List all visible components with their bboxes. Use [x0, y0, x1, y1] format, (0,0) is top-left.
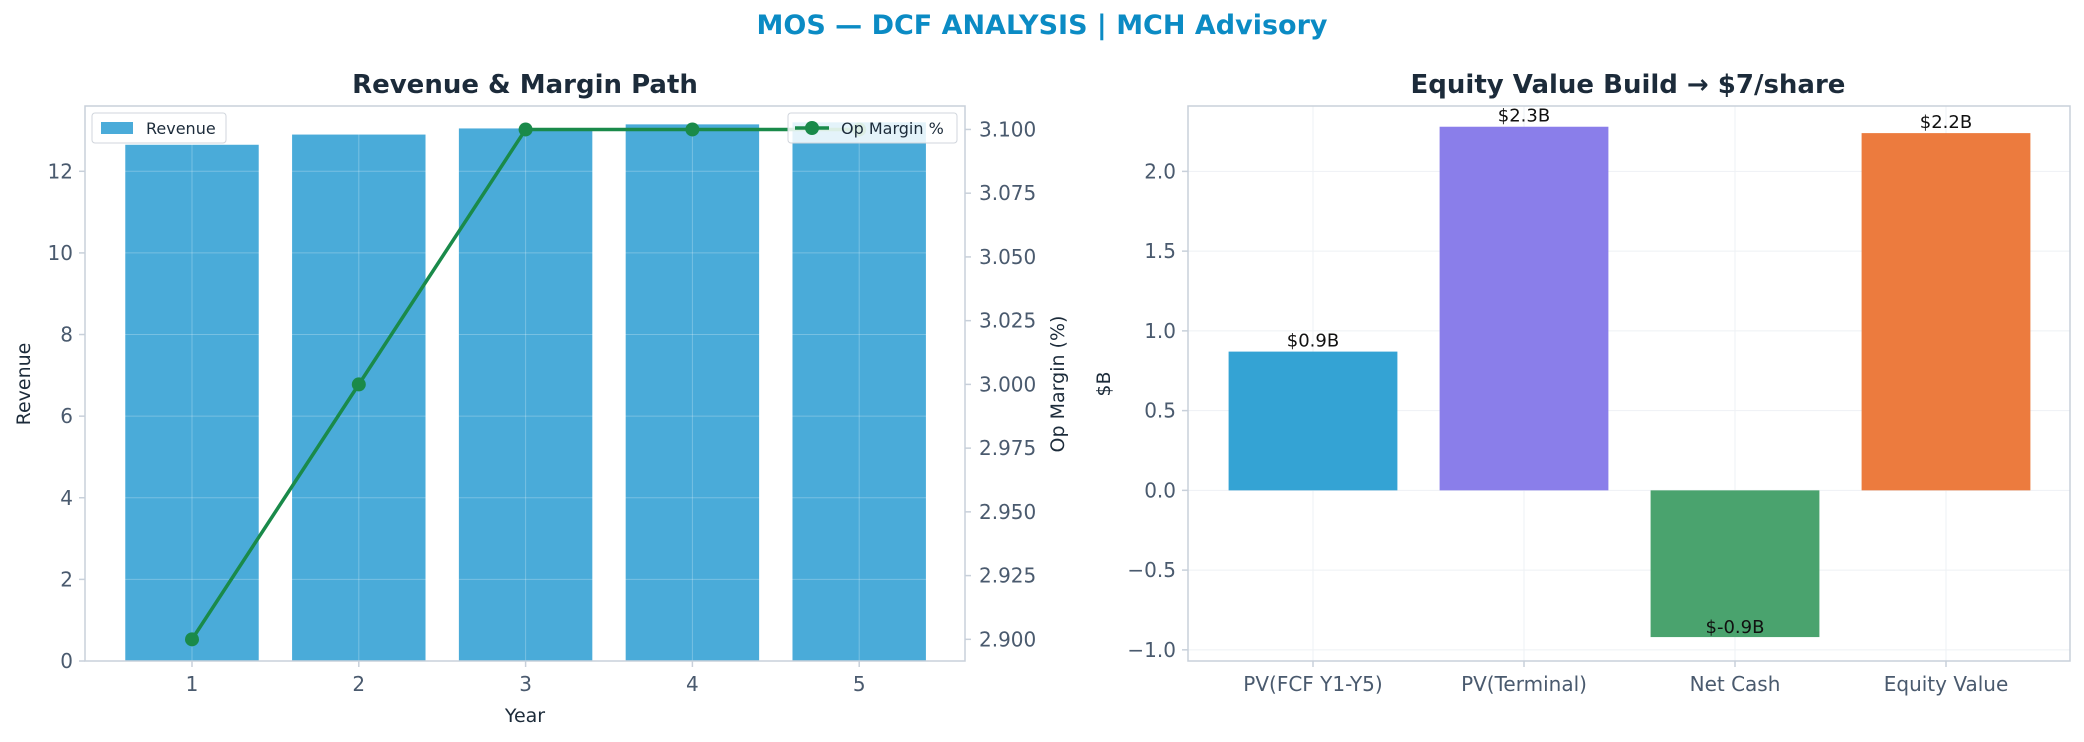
- revenue-legend-label: Revenue: [146, 119, 216, 138]
- equity-tick-label: 0.0: [1144, 478, 1176, 502]
- equity-data-label: $2.3B: [1498, 106, 1550, 127]
- equity-data-label: $0.9B: [1287, 331, 1339, 352]
- equity-tick-label: 1.5: [1144, 239, 1176, 263]
- revenue-legend-swatch: [101, 122, 133, 134]
- equity-data-label: $-0.9B: [1706, 617, 1765, 638]
- revenue-bar: [792, 122, 926, 661]
- revenue-y-axis-label: Revenue: [13, 343, 35, 426]
- revenue-bars: [85, 106, 965, 662]
- op-margin-legend: Op Margin %: [787, 112, 958, 144]
- revenue-tick-label: 8: [60, 323, 73, 347]
- equity-build-chart: Equity Value Build → $7/share $0.9B $2.3B…: [1093, 70, 2071, 696]
- equity-x-tick-label: Equity Value: [1884, 672, 2009, 696]
- revenue-bar: [625, 124, 760, 662]
- op-margin-tick-label: 2.925: [979, 564, 1036, 588]
- equity-data-labels: $0.9B $2.3B $-0.9B $2.2B: [1287, 106, 1972, 638]
- year-tick-label: 1: [186, 672, 199, 696]
- equity-tick-label: 1.0: [1144, 319, 1176, 343]
- op-margin-tick-label: 3.000: [979, 372, 1036, 396]
- revenue-bar: [125, 144, 259, 662]
- revenue-legend-box: [91, 112, 227, 144]
- op-margin-legend-box: [787, 112, 958, 144]
- equity-tick-label: −0.5: [1127, 558, 1176, 582]
- revenue-bar: [292, 134, 426, 662]
- op-margin-point: [185, 632, 199, 647]
- year-tick-label: 2: [352, 672, 365, 696]
- equity-bar: [1228, 351, 1398, 491]
- revenue-tick-label: 2: [60, 567, 73, 591]
- op-margin-legend-label: Op Margin %: [841, 119, 944, 138]
- equity-tick-label: 0.5: [1144, 399, 1176, 423]
- revenue-tick-label: 0: [60, 649, 73, 673]
- revenue-chart-title: Revenue & Margin Path: [352, 70, 698, 100]
- revenue-y-ticks: 0 2 4 6 8 10 12: [48, 159, 85, 673]
- revenue-tick-label: 12: [48, 159, 73, 183]
- revenue-x-axis-label: Year: [504, 705, 545, 727]
- op-margin-tick-label: 2.975: [979, 436, 1036, 460]
- equity-bar: [1439, 126, 1609, 491]
- equity-bar: [1861, 133, 2031, 491]
- equity-plot-frame: [1187, 105, 2071, 662]
- equity-x-ticks: PV(FCF Y1-Y5) PV(Terminal) Net Cash Equity …: [1243, 661, 2008, 696]
- equity-x-tick-label: PV(FCF Y1-Y5): [1243, 672, 1382, 696]
- op-margin-tick-label: 3.025: [979, 309, 1036, 333]
- op-margin-legend-marker: [805, 121, 819, 135]
- equity-tick-label: 2.0: [1144, 159, 1176, 183]
- equity-x-tick-label: Net Cash: [1690, 672, 1781, 696]
- equity-bar: [1650, 490, 1820, 638]
- op-margin-y-axis-label: Op Margin (%): [1047, 316, 1069, 453]
- equity-data-label: $2.2B: [1920, 112, 1972, 133]
- year-tick-label: 5: [853, 672, 866, 696]
- op-margin-line: [185, 122, 867, 647]
- op-margin-point: [685, 122, 700, 137]
- op-margin-y-ticks: 2.900 2.925 2.950 2.975 3.000 3.025 3.050 3.075…: [965, 117, 1036, 651]
- year-tick-label: 3: [519, 672, 532, 696]
- equity-tick-label: −1.0: [1127, 638, 1176, 662]
- equity-bars: [1228, 126, 2031, 638]
- revenue-bar: [458, 128, 593, 662]
- equity-y-axis-label: $B: [1093, 371, 1115, 396]
- year-tick-label: 4: [686, 672, 699, 696]
- op-margin-tick-label: 3.075: [979, 181, 1036, 205]
- op-margin-tick-label: 2.950: [979, 500, 1036, 524]
- revenue-tick-label: 10: [48, 241, 73, 265]
- op-margin-point: [351, 377, 366, 392]
- revenue-tick-label: 4: [60, 486, 73, 510]
- op-margin-point: [518, 122, 533, 137]
- revenue-legend: Revenue: [91, 112, 227, 144]
- equity-x-tick-label: PV(Terminal): [1461, 672, 1587, 696]
- equity-y-ticks: −1.0 −0.5 0.0 0.5 1.0 1.5 2.0: [1127, 159, 1188, 662]
- op-margin-tick-label: 3.050: [979, 245, 1036, 269]
- op-margin-tick-label: 3.100: [979, 117, 1036, 141]
- revenue-tick-label: 6: [60, 404, 73, 428]
- equity-chart-title: Equity Value Build → $7/share: [1411, 70, 1846, 100]
- figure-suptitle: MOS — DCF ANALYSIS | MCH Advisory: [757, 10, 1328, 41]
- op-margin-tick-label: 2.900: [979, 627, 1036, 651]
- year-x-ticks: 1 2 3 4 5: [186, 661, 866, 696]
